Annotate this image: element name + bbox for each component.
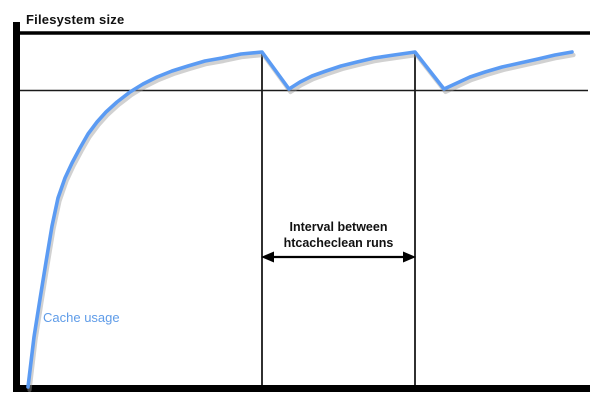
interval-label-line-1: Interval between [289,220,388,234]
interval-annotation-label: Interval between htcacheclean runs [258,219,419,251]
cache-usage-label: Cache usage [43,310,120,325]
interval-label-line-2: htcacheclean runs [283,236,394,250]
filesystem-size-label: Filesystem size [26,12,125,27]
